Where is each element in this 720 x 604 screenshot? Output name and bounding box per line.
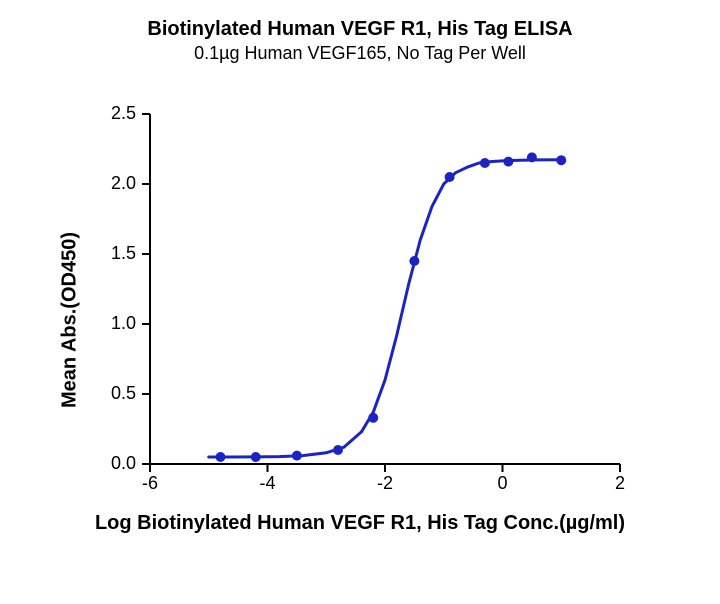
y-tick-label: 1.5 xyxy=(111,243,136,263)
data-point xyxy=(368,413,378,423)
data-point xyxy=(216,452,226,462)
elisa-chart: 0.0 0.5 1.0 1.5 2.0 2.5 -6 -4 -2 0 2 xyxy=(80,104,640,504)
y-tick-label: 0.0 xyxy=(111,453,136,473)
data-point xyxy=(292,451,302,461)
y-tick-label: 2.0 xyxy=(111,173,136,193)
x-tick-label: 2 xyxy=(615,473,625,493)
data-point xyxy=(556,155,566,165)
x-tick-label: 0 xyxy=(497,473,507,493)
chart-title: Biotinylated Human VEGF R1, His Tag ELIS… xyxy=(147,18,572,41)
y-tick-label: 1.0 xyxy=(111,313,136,333)
data-point xyxy=(503,157,513,167)
data-point xyxy=(251,452,261,462)
data-point xyxy=(445,172,455,182)
chart-wrap: Mean Abs.(OD450) 0.00.51.01.52.02.5-6-4-… xyxy=(80,104,640,535)
y-tick-label: 2.5 xyxy=(111,104,136,123)
x-axis-label: Log Biotinylated Human VEGF R1, His Tag … xyxy=(80,512,640,535)
data-point xyxy=(527,152,537,162)
fit-curve xyxy=(209,160,562,457)
x-tick-label: -6 xyxy=(142,473,158,493)
data-point xyxy=(480,158,490,168)
data-point xyxy=(409,256,419,266)
x-tick-label: -4 xyxy=(259,473,275,493)
title-block: Biotinylated Human VEGF R1, His Tag ELIS… xyxy=(147,0,572,64)
data-point xyxy=(333,445,343,455)
y-tick-label: 0.5 xyxy=(111,383,136,403)
x-tick-label: -2 xyxy=(377,473,393,493)
chart-subtitle: 0.1µg Human VEGF165, No Tag Per Well xyxy=(147,43,572,64)
y-axis-label: Mean Abs.(OD450) xyxy=(59,232,82,408)
